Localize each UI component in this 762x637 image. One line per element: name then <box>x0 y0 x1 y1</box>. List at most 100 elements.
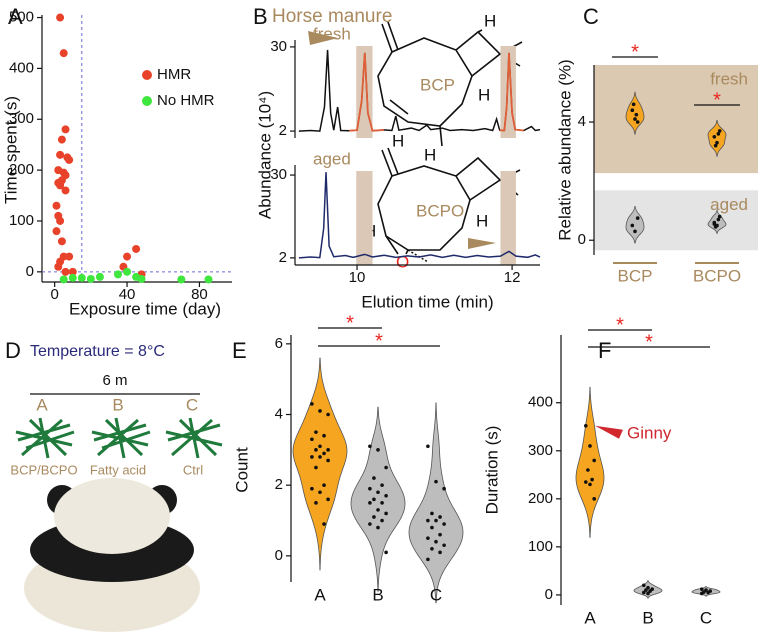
point <box>438 515 442 519</box>
point <box>322 433 326 438</box>
legend-label: HMR <box>157 66 191 83</box>
point <box>635 120 640 124</box>
point <box>318 409 322 413</box>
point <box>61 125 70 134</box>
point <box>86 274 95 283</box>
violin <box>707 119 727 157</box>
point <box>376 448 380 452</box>
y-tick-label: 100 <box>9 212 34 229</box>
highlight-trace <box>349 52 385 132</box>
point <box>715 140 719 145</box>
point <box>434 518 438 523</box>
violin <box>575 386 605 538</box>
point <box>52 201 61 210</box>
point <box>368 501 372 505</box>
point <box>434 479 438 484</box>
panel-letter: E <box>232 338 247 363</box>
panel-letter: A <box>8 4 23 29</box>
x-tick-label: 10 <box>349 269 366 286</box>
point <box>716 132 721 136</box>
point <box>592 458 596 463</box>
point <box>442 486 446 491</box>
station-label: B <box>112 395 123 414</box>
point <box>633 229 637 234</box>
point <box>630 223 635 228</box>
violin <box>707 209 727 234</box>
y-tick-label: 100 <box>528 538 553 555</box>
significance-label: * <box>346 312 354 334</box>
point <box>326 448 330 452</box>
x-tick-label: 0 <box>50 286 58 303</box>
arrow <box>308 31 338 45</box>
station-label: C <box>186 395 198 414</box>
point <box>322 483 326 487</box>
condition-label: fresh <box>313 24 351 43</box>
compound-label: BCP <box>420 75 455 94</box>
x-tick-label: A <box>584 608 596 627</box>
point <box>376 508 380 512</box>
point <box>56 13 65 22</box>
significance-label: * <box>645 331 653 353</box>
point <box>430 525 434 530</box>
y-tick-label: 2 <box>279 122 287 139</box>
point <box>376 525 380 530</box>
arrow <box>468 238 496 249</box>
y-tick-label: 500 <box>9 9 34 26</box>
y-tick-label: 2 <box>279 249 287 266</box>
point <box>318 444 322 449</box>
x-tick-label: A <box>314 585 326 604</box>
point <box>310 455 314 459</box>
treatment: BCP/BCPO <box>10 462 77 477</box>
point <box>65 155 74 164</box>
point <box>318 455 322 459</box>
point <box>372 476 376 480</box>
point <box>177 275 186 284</box>
legend-label: No HMR <box>157 92 215 109</box>
point <box>59 275 68 284</box>
point <box>631 102 636 107</box>
y-axis-label: Count <box>232 447 251 493</box>
y-tick-label: 0 <box>275 547 283 564</box>
point <box>56 181 65 190</box>
point <box>368 522 372 526</box>
trace <box>298 172 541 259</box>
setup-diagram: D Temperature = 8°C 6 m A B C BCP/BCPO F… <box>5 338 223 632</box>
x-axis-label: Exposure time (day) <box>69 299 221 318</box>
point <box>588 444 592 448</box>
x-tick-label: BCP <box>618 266 653 285</box>
annotation: Ginny <box>627 423 672 442</box>
point <box>426 518 430 523</box>
point <box>56 150 65 159</box>
y-tick-label: 400 <box>9 59 34 76</box>
group-label: aged <box>710 195 748 214</box>
y-tick-label: 400 <box>528 394 553 411</box>
y-tick-label: 2 <box>275 476 283 493</box>
point <box>314 465 318 470</box>
point <box>56 216 65 225</box>
y-tick-label: 30 <box>270 166 287 183</box>
point <box>68 267 77 276</box>
atom-label: H <box>476 211 488 230</box>
atom-label: H <box>392 131 404 150</box>
panda <box>24 478 200 632</box>
point <box>52 227 61 236</box>
point <box>434 539 438 544</box>
point <box>584 424 588 428</box>
legend-marker <box>142 70 152 80</box>
point <box>384 550 388 555</box>
highlight-band <box>500 171 516 265</box>
panel-letter: F <box>598 338 611 363</box>
violin <box>350 406 406 592</box>
y-tick-label: 0 <box>578 231 586 248</box>
bcp-structure: BCP H H H <box>377 11 523 150</box>
point <box>646 585 650 590</box>
violin <box>625 206 645 244</box>
chart-title: Horse manure <box>272 6 392 27</box>
point <box>384 493 388 498</box>
group-band <box>594 65 758 174</box>
point <box>314 430 318 434</box>
point <box>706 590 710 595</box>
point <box>630 108 635 113</box>
highlight-band <box>356 171 373 265</box>
point <box>310 486 314 491</box>
